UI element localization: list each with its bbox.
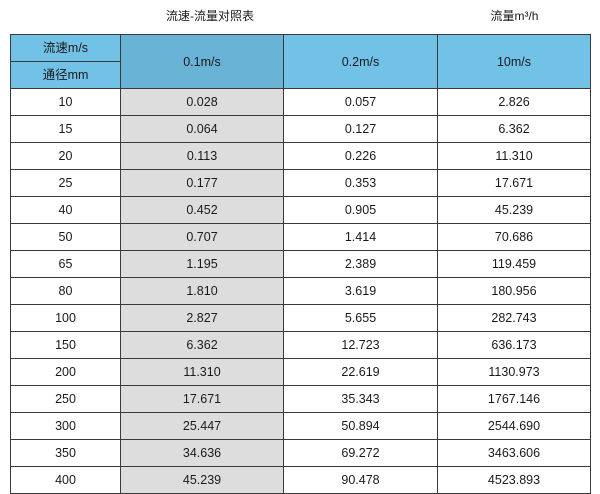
flow-velocity-table: 流速m/s 0.1m/s 0.2m/s 10m/s 通径mm 10 0.028 0.…: [10, 34, 591, 494]
cell-flow-0.2: 69.272: [283, 439, 438, 467]
cell-diameter: 250: [10, 385, 121, 413]
cell-diameter: 65: [10, 250, 121, 278]
cell-diameter: 300: [10, 412, 121, 440]
cell-flow-10: 6.362: [437, 115, 591, 143]
cell-flow-0.2: 12.723: [283, 331, 438, 359]
cell-flow-10: 2.826: [437, 88, 591, 116]
cell-flow-0.1: 0.113: [120, 142, 284, 170]
cell-flow-0.1: 0.452: [120, 196, 284, 224]
cell-flow-10: 180.956: [437, 277, 591, 305]
header-row-top: 流速m/s 0.1m/s 0.2m/s 10m/s: [10, 34, 591, 89]
table-row: 15 0.064 0.127 6.362: [10, 115, 591, 143]
cell-diameter: 40: [10, 196, 121, 224]
cell-flow-0.2: 1.414: [283, 223, 438, 251]
table-row: 300 25.447 50.894 2544.690: [10, 412, 591, 440]
cell-flow-0.2: 0.226: [283, 142, 438, 170]
header-velocity-0.1: 0.1m/s: [120, 34, 284, 89]
cell-flow-10: 636.173: [437, 331, 591, 359]
caption-row: 流速-流量对照表 流量m³/h: [0, 0, 600, 34]
cell-flow-0.2: 3.619: [283, 277, 438, 305]
table-row: 200 11.310 22.619 1130.973: [10, 358, 591, 386]
cell-flow-0.1: 34.636: [120, 439, 284, 467]
table-row: 10 0.028 0.057 2.826: [10, 88, 591, 116]
cell-flow-10: 282.743: [437, 304, 591, 332]
cell-flow-0.1: 0.064: [120, 115, 284, 143]
table-row: 25 0.177 0.353 17.671: [10, 169, 591, 197]
cell-flow-0.1: 11.310: [120, 358, 284, 386]
cell-diameter: 100: [10, 304, 121, 332]
page-title: 流速-流量对照表: [166, 9, 254, 23]
flow-rate-unit-label: 流量m³/h: [490, 9, 539, 23]
cell-flow-0.1: 0.707: [120, 223, 284, 251]
cell-flow-10: 119.459: [437, 250, 591, 278]
flow-velocity-table-container: 流速m/s 0.1m/s 0.2m/s 10m/s 通径mm 10 0.028 0.…: [10, 34, 591, 494]
cell-diameter: 50: [10, 223, 121, 251]
cell-flow-10: 3463.606: [437, 439, 591, 467]
cell-flow-10: 1767.146: [437, 385, 591, 413]
cell-flow-0.1: 6.362: [120, 331, 284, 359]
cell-flow-0.1: 2.827: [120, 304, 284, 332]
table-row: 250 17.671 35.343 1767.146: [10, 385, 591, 413]
header-velocity-0.2: 0.2m/s: [283, 34, 438, 89]
cell-flow-0.1: 0.177: [120, 169, 284, 197]
cell-diameter: 25: [10, 169, 121, 197]
header-velocity-label: 流速m/s: [10, 34, 121, 62]
cell-diameter: 80: [10, 277, 121, 305]
header-diameter-label: 通径mm: [10, 61, 121, 89]
cell-diameter: 150: [10, 331, 121, 359]
cell-flow-0.1: 17.671: [120, 385, 284, 413]
cell-flow-0.2: 35.343: [283, 385, 438, 413]
cell-flow-10: 4523.893: [437, 466, 591, 494]
cell-flow-0.2: 50.894: [283, 412, 438, 440]
header-row-bottom: 通径mm: [10, 61, 591, 89]
cell-flow-10: 2544.690: [437, 412, 591, 440]
cell-flow-0.2: 0.057: [283, 88, 438, 116]
cell-diameter: 10: [10, 88, 121, 116]
table-row: 65 1.195 2.389 119.459: [10, 250, 591, 278]
cell-flow-10: 17.671: [437, 169, 591, 197]
cell-flow-0.2: 90.478: [283, 466, 438, 494]
cell-flow-0.1: 1.810: [120, 277, 284, 305]
cell-flow-0.2: 2.389: [283, 250, 438, 278]
cell-flow-0.1: 25.447: [120, 412, 284, 440]
table-row: 400 45.239 90.478 4523.893: [10, 466, 591, 494]
cell-flow-0.1: 0.028: [120, 88, 284, 116]
cell-flow-0.2: 0.127: [283, 115, 438, 143]
cell-flow-10: 1130.973: [437, 358, 591, 386]
cell-diameter: 200: [10, 358, 121, 386]
cell-flow-0.2: 5.655: [283, 304, 438, 332]
cell-flow-10: 70.686: [437, 223, 591, 251]
header-velocity-10: 10m/s: [437, 34, 591, 89]
cell-diameter: 20: [10, 142, 121, 170]
table-row: 80 1.810 3.619 180.956: [10, 277, 591, 305]
cell-diameter: 400: [10, 466, 121, 494]
cell-flow-0.2: 0.353: [283, 169, 438, 197]
cell-diameter: 350: [10, 439, 121, 467]
cell-flow-10: 45.239: [437, 196, 591, 224]
cell-flow-0.2: 22.619: [283, 358, 438, 386]
cell-flow-0.2: 0.905: [283, 196, 438, 224]
table-row: 150 6.362 12.723 636.173: [10, 331, 591, 359]
cell-flow-0.1: 45.239: [120, 466, 284, 494]
table-row: 350 34.636 69.272 3463.606: [10, 439, 591, 467]
table-row: 50 0.707 1.414 70.686: [10, 223, 591, 251]
cell-flow-10: 11.310: [437, 142, 591, 170]
cell-diameter: 15: [10, 115, 121, 143]
table-row: 100 2.827 5.655 282.743: [10, 304, 591, 332]
cell-flow-0.1: 1.195: [120, 250, 284, 278]
table-body: 流速m/s 0.1m/s 0.2m/s 10m/s 通径mm 10 0.028 0.…: [10, 34, 591, 494]
table-row: 40 0.452 0.905 45.239: [10, 196, 591, 224]
table-row: 20 0.113 0.226 11.310: [10, 142, 591, 170]
